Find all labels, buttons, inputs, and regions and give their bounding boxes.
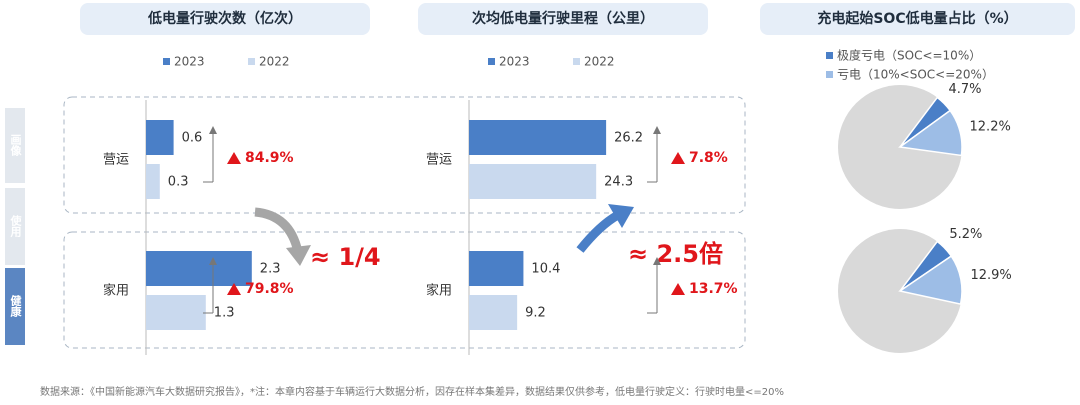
up-triangle bbox=[671, 152, 685, 164]
legend-label: 亏电（10%<SOC<=20%） bbox=[837, 68, 994, 82]
legend-label: 2022 bbox=[259, 55, 290, 69]
side-tab-label: 使用 bbox=[9, 214, 23, 238]
bar bbox=[146, 295, 206, 330]
bar bbox=[469, 164, 597, 199]
growth-label: 7.8% bbox=[689, 150, 728, 166]
legend-swatch bbox=[826, 52, 833, 59]
chart-title: 充电起始SOC低电量占比（%） bbox=[817, 10, 1017, 27]
legend-label: 极度亏电（SOC<=10%） bbox=[837, 48, 981, 63]
arrow bbox=[254, 207, 303, 254]
pie-slice bbox=[898, 109, 963, 157]
value-label: 9.2 bbox=[525, 306, 546, 321]
arrow-head bbox=[209, 126, 217, 134]
category-label: 营运 bbox=[103, 153, 129, 168]
title-box bbox=[418, 3, 708, 35]
annotation: ≈ 1/4 bbox=[310, 243, 381, 271]
up-triangle bbox=[227, 283, 241, 295]
value-label: 0.6 bbox=[182, 131, 203, 146]
growth-label: 84.9% bbox=[245, 150, 294, 166]
value-label: 26.2 bbox=[614, 131, 643, 146]
value-label: 0.3 bbox=[168, 175, 189, 190]
legend-swatch bbox=[826, 71, 833, 78]
up-triangle bbox=[671, 283, 685, 295]
side-tab-label: 画像 bbox=[9, 134, 22, 157]
legend-swatch bbox=[488, 58, 495, 65]
legend-swatch bbox=[163, 58, 170, 65]
bar bbox=[146, 120, 174, 155]
legend-label: 2022 bbox=[584, 55, 615, 69]
annotation: ≈ 2.5倍 bbox=[628, 240, 723, 268]
side-tab bbox=[5, 188, 25, 265]
arrow-head bbox=[653, 126, 661, 134]
pie-label: 5.2% bbox=[949, 227, 982, 242]
side-tab-label: 健康 bbox=[9, 294, 22, 318]
side-tab bbox=[5, 268, 25, 345]
pie-slice bbox=[898, 255, 963, 305]
chart-title: 低电量行驶次数（亿次） bbox=[147, 10, 302, 27]
chart-title: 次均低电量行驶里程（公里） bbox=[472, 10, 654, 27]
value-label: 1.3 bbox=[214, 306, 235, 321]
growth-label: 79.8% bbox=[245, 281, 294, 297]
legend-swatch bbox=[573, 58, 580, 65]
pie-label: 4.7% bbox=[948, 82, 981, 97]
legend-label: 2023 bbox=[174, 55, 205, 69]
legend-label: 2023 bbox=[499, 55, 530, 69]
bar bbox=[469, 251, 524, 286]
title-box bbox=[760, 3, 1075, 35]
bar bbox=[146, 251, 252, 286]
value-label: 2.3 bbox=[260, 262, 281, 277]
bar bbox=[146, 164, 160, 199]
arrow bbox=[576, 211, 621, 253]
category-label: 家用 bbox=[426, 283, 452, 299]
category-label: 营运 bbox=[426, 153, 452, 168]
value-label: 10.4 bbox=[531, 262, 560, 277]
arrow bbox=[608, 204, 634, 228]
footnote: 数据来源：《中国新能源汽车大数据研究报告》，*注：本章内容基于车辆运行大数据分析… bbox=[40, 385, 784, 398]
side-tab bbox=[5, 108, 25, 183]
category-label: 家用 bbox=[103, 283, 129, 299]
title-box bbox=[80, 3, 370, 35]
bar bbox=[469, 120, 607, 155]
legend-swatch bbox=[248, 58, 255, 65]
value-label: 24.3 bbox=[604, 175, 633, 190]
arrow-head bbox=[653, 257, 661, 265]
arrow bbox=[286, 245, 311, 266]
bar bbox=[469, 295, 518, 330]
growth-label: 13.7% bbox=[689, 281, 738, 297]
up-triangle bbox=[227, 152, 241, 164]
pie-label: 12.2% bbox=[970, 119, 1011, 134]
pie-label: 12.9% bbox=[970, 268, 1011, 283]
arrow-head bbox=[209, 257, 217, 265]
